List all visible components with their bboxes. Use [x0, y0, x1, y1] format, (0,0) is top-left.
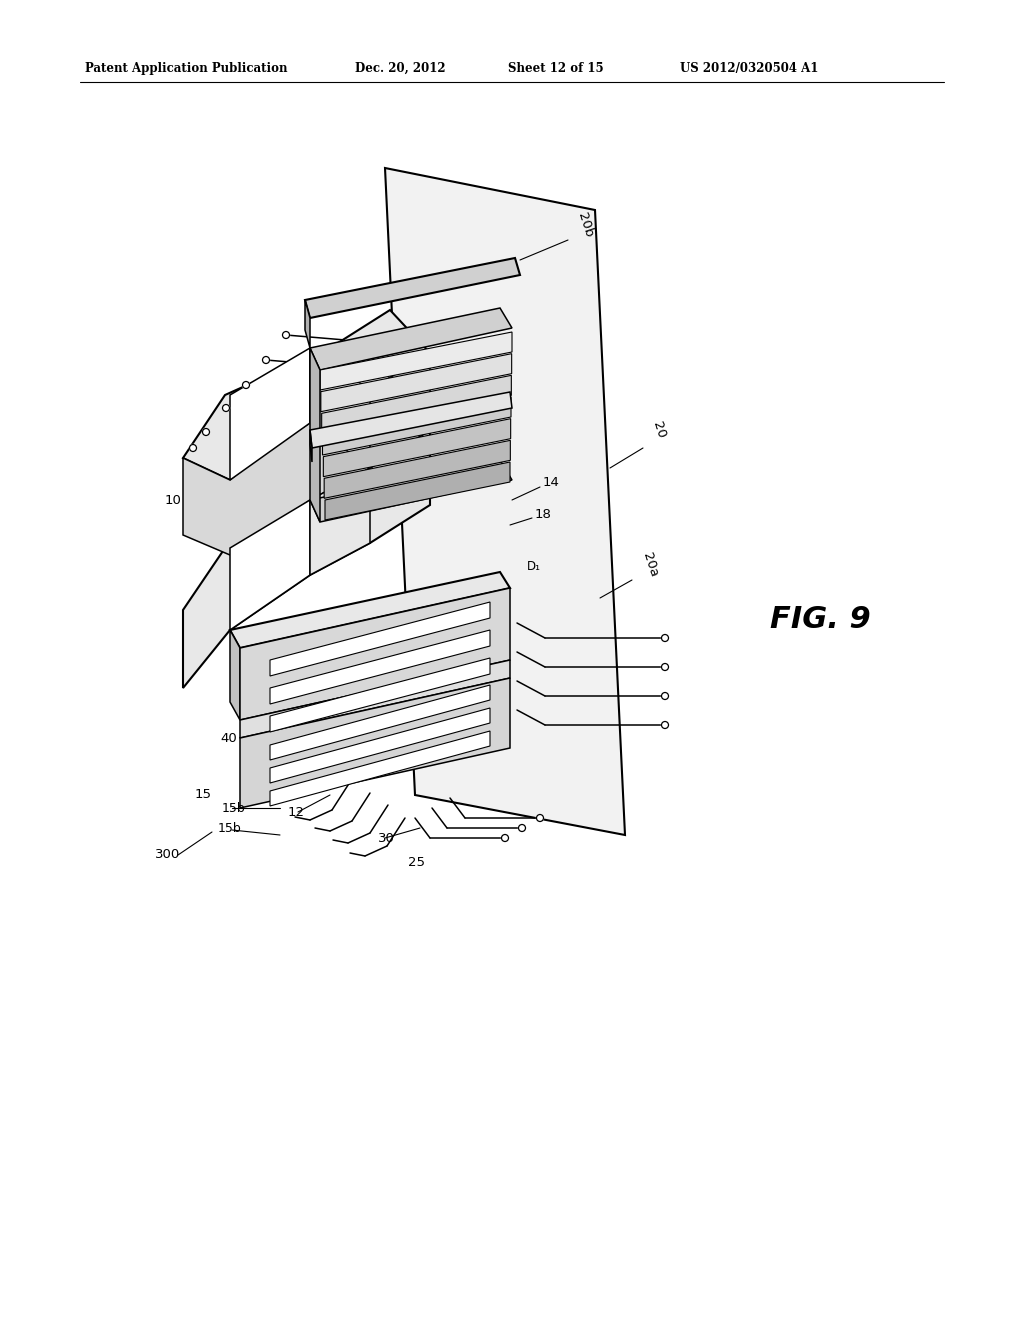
Polygon shape [310, 392, 512, 447]
Polygon shape [183, 352, 430, 554]
Text: Sheet 12 of 15: Sheet 12 of 15 [508, 62, 603, 75]
Text: 18: 18 [535, 508, 552, 521]
Polygon shape [310, 348, 319, 521]
Text: 40: 40 [220, 731, 237, 744]
Polygon shape [183, 430, 430, 688]
Polygon shape [270, 630, 490, 704]
Polygon shape [270, 708, 490, 783]
Text: 14: 14 [543, 475, 560, 488]
Text: 15: 15 [195, 788, 212, 801]
Circle shape [262, 356, 269, 363]
Polygon shape [230, 348, 310, 480]
Polygon shape [230, 500, 310, 630]
Polygon shape [319, 333, 512, 389]
Polygon shape [325, 462, 510, 520]
Circle shape [537, 814, 544, 821]
Text: US 2012/0320504 A1: US 2012/0320504 A1 [680, 62, 818, 75]
Text: 15b: 15b [222, 801, 246, 814]
Polygon shape [270, 657, 490, 733]
Text: 10: 10 [165, 494, 182, 507]
Circle shape [662, 635, 669, 642]
Text: FIG. 9: FIG. 9 [770, 606, 870, 635]
Polygon shape [310, 469, 370, 576]
Polygon shape [305, 300, 310, 348]
Polygon shape [230, 630, 240, 719]
Circle shape [189, 445, 197, 451]
Polygon shape [385, 168, 625, 836]
Text: Dec. 20, 2012: Dec. 20, 2012 [355, 62, 445, 75]
Polygon shape [183, 310, 430, 480]
Polygon shape [310, 348, 370, 469]
Text: 30: 30 [378, 832, 395, 845]
Polygon shape [230, 572, 510, 648]
Polygon shape [310, 430, 312, 462]
Circle shape [283, 331, 290, 338]
Circle shape [662, 693, 669, 700]
Polygon shape [310, 459, 512, 521]
Polygon shape [305, 257, 520, 318]
Polygon shape [323, 397, 511, 455]
Text: 20a: 20a [640, 552, 660, 579]
Polygon shape [322, 375, 511, 433]
Polygon shape [240, 587, 510, 719]
Text: 12: 12 [288, 805, 305, 818]
Text: 20b: 20b [575, 211, 595, 239]
Circle shape [243, 381, 250, 388]
Circle shape [662, 722, 669, 729]
Circle shape [518, 825, 525, 832]
Polygon shape [324, 418, 511, 477]
Text: Patent Application Publication: Patent Application Publication [85, 62, 288, 75]
Circle shape [203, 429, 210, 436]
Text: D₁: D₁ [527, 561, 541, 573]
Circle shape [502, 834, 509, 842]
Text: 300: 300 [155, 849, 180, 862]
Text: 15b: 15b [218, 821, 242, 834]
Polygon shape [310, 308, 512, 370]
Circle shape [222, 404, 229, 412]
Text: 25: 25 [408, 855, 425, 869]
Polygon shape [325, 441, 510, 499]
Text: 20: 20 [650, 420, 668, 440]
Circle shape [662, 664, 669, 671]
Polygon shape [270, 685, 490, 760]
Polygon shape [270, 602, 490, 676]
Polygon shape [240, 660, 510, 738]
Polygon shape [240, 678, 510, 808]
Polygon shape [321, 354, 512, 412]
Polygon shape [270, 731, 490, 807]
